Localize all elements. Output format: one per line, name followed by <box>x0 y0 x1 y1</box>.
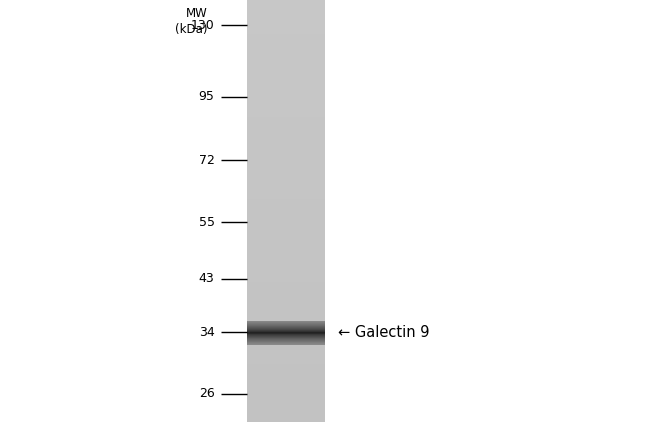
Text: 55: 55 <box>198 216 214 229</box>
Text: MW
(kDa): MW (kDa) <box>176 7 208 36</box>
Text: 43: 43 <box>199 272 215 285</box>
Text: 26: 26 <box>199 387 215 400</box>
Text: ← Galectin 9: ← Galectin 9 <box>338 325 430 340</box>
Text: 34: 34 <box>199 326 215 339</box>
Text: 72: 72 <box>199 154 215 167</box>
Text: 130: 130 <box>190 19 214 32</box>
Text: 95: 95 <box>199 90 215 103</box>
